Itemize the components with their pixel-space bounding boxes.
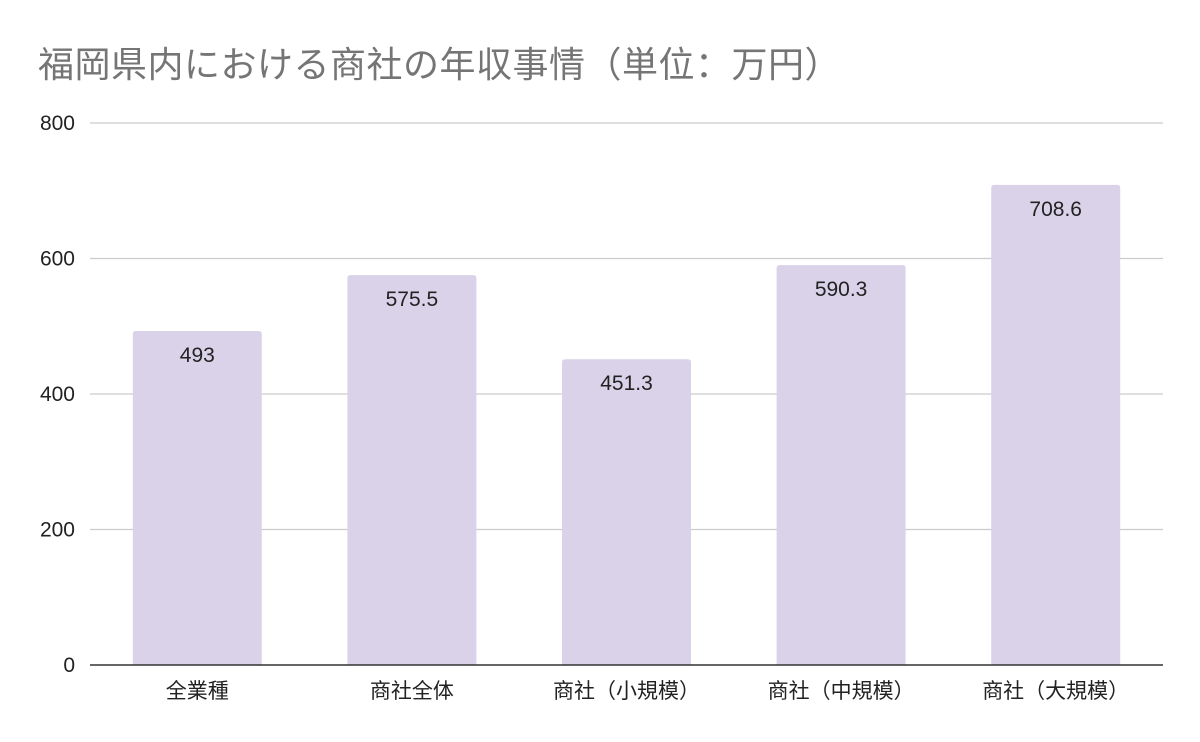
y-tick-label: 600	[40, 248, 75, 271]
bar	[132, 330, 262, 665]
data-label: 451.3	[600, 372, 653, 395]
data-label: 493	[180, 344, 215, 367]
x-category-label: 商社全体	[370, 679, 454, 703]
chart-title: 福岡県内における商社の年収事情（単位：万円）	[38, 45, 842, 86]
x-category-label: 全業種	[166, 679, 229, 703]
x-category-label: 商社（中規模）	[768, 679, 915, 703]
bar	[347, 275, 477, 665]
y-tick-label: 200	[40, 519, 75, 542]
x-category-label: 商社（大規模）	[982, 679, 1129, 703]
x-category-label: 商社（小規模）	[553, 679, 700, 703]
bar	[776, 265, 906, 665]
bar	[562, 359, 691, 665]
labels: 0 200 400 600 800 493 全業種 575.5 商社全体 451.3 商社（小規模）…	[40, 112, 1129, 703]
y-tick-label: 0	[63, 654, 75, 677]
bar	[991, 184, 1121, 665]
y-tick-label: 400	[40, 383, 75, 406]
data-label: 708.6	[1029, 198, 1082, 221]
data-label: 590.3	[815, 278, 868, 301]
data-label: 575.5	[386, 288, 439, 311]
y-tick-label: 800	[40, 112, 75, 135]
bars	[132, 184, 1121, 665]
